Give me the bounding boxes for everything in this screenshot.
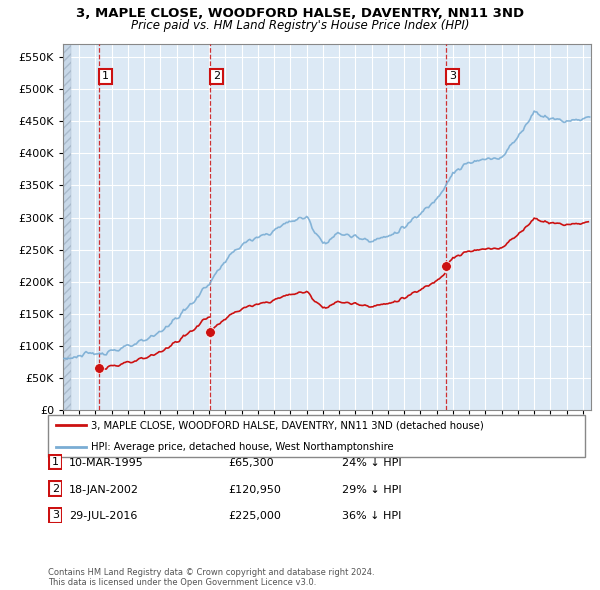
Text: Price paid vs. HM Land Registry's House Price Index (HPI): Price paid vs. HM Land Registry's House …: [131, 19, 469, 32]
Text: 29-JUL-2016: 29-JUL-2016: [69, 512, 137, 521]
Text: 1: 1: [102, 71, 109, 81]
Text: Contains HM Land Registry data © Crown copyright and database right 2024.
This d: Contains HM Land Registry data © Crown c…: [48, 568, 374, 587]
Text: 3: 3: [449, 71, 456, 81]
FancyBboxPatch shape: [49, 454, 62, 470]
Text: 3, MAPLE CLOSE, WOODFORD HALSE, DAVENTRY, NN11 3ND: 3, MAPLE CLOSE, WOODFORD HALSE, DAVENTRY…: [76, 7, 524, 20]
Text: 3, MAPLE CLOSE, WOODFORD HALSE, DAVENTRY, NN11 3ND (detached house): 3, MAPLE CLOSE, WOODFORD HALSE, DAVENTRY…: [91, 421, 484, 430]
Text: 3: 3: [52, 510, 59, 520]
FancyBboxPatch shape: [49, 507, 62, 523]
Text: 29% ↓ HPI: 29% ↓ HPI: [342, 485, 401, 494]
Text: £225,000: £225,000: [228, 512, 281, 521]
Text: 2: 2: [52, 484, 59, 493]
Text: 10-MAR-1995: 10-MAR-1995: [69, 458, 144, 468]
Text: 2: 2: [213, 71, 220, 81]
FancyBboxPatch shape: [48, 415, 585, 457]
Text: 18-JAN-2002: 18-JAN-2002: [69, 485, 139, 494]
Text: £65,300: £65,300: [228, 458, 274, 468]
Text: 24% ↓ HPI: 24% ↓ HPI: [342, 458, 401, 468]
Text: HPI: Average price, detached house, West Northamptonshire: HPI: Average price, detached house, West…: [91, 442, 394, 451]
FancyBboxPatch shape: [49, 481, 62, 496]
Text: £120,950: £120,950: [228, 485, 281, 494]
Text: 1: 1: [52, 457, 59, 467]
Text: 36% ↓ HPI: 36% ↓ HPI: [342, 512, 401, 521]
